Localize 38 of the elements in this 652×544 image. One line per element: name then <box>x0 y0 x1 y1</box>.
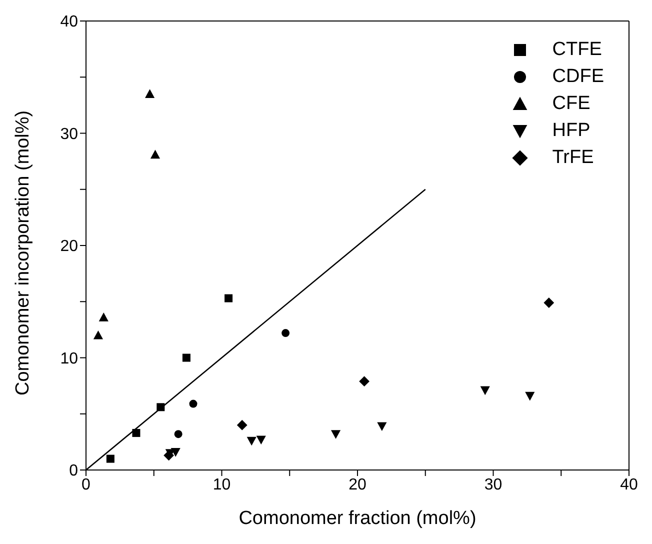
point <box>93 330 104 340</box>
legend-label: TrFE <box>552 146 594 168</box>
point <box>359 376 370 387</box>
x-tick-label: 10 <box>212 476 231 494</box>
y-tick-label: 30 <box>60 126 78 143</box>
point <box>480 386 490 396</box>
y-tick-label: 10 <box>60 350 78 368</box>
x-tick-label: 20 <box>348 476 366 494</box>
point <box>282 329 290 338</box>
x-axis-title: Comonomer fraction (mol%) <box>238 508 476 529</box>
y-tick-label: 40 <box>60 14 78 31</box>
point <box>106 454 114 463</box>
legend-label: CDFE <box>552 66 604 88</box>
point <box>182 354 190 362</box>
y-tick-label: 20 <box>60 238 78 256</box>
y-axis-title: Comonomer incorporation (mol%) <box>12 110 34 396</box>
point <box>170 448 180 457</box>
point <box>132 428 140 437</box>
point <box>377 422 387 432</box>
point <box>330 430 341 439</box>
legend-label: HFP <box>552 120 590 142</box>
point <box>236 420 248 430</box>
x-tick-label: 0 <box>82 476 91 494</box>
x-tick-label: 30 <box>484 476 502 494</box>
y-tick-label: 0 <box>69 462 78 480</box>
point <box>246 436 256 446</box>
point <box>525 392 535 401</box>
point <box>256 436 266 444</box>
legend-label: CTFE <box>552 38 602 60</box>
point <box>145 89 155 98</box>
point <box>150 150 160 159</box>
point <box>189 400 198 408</box>
point <box>174 430 182 438</box>
legend-label: CFE <box>552 92 590 114</box>
point <box>224 294 233 302</box>
point <box>544 298 554 308</box>
x-tick-label: 40 <box>620 476 638 494</box>
point <box>98 312 108 322</box>
